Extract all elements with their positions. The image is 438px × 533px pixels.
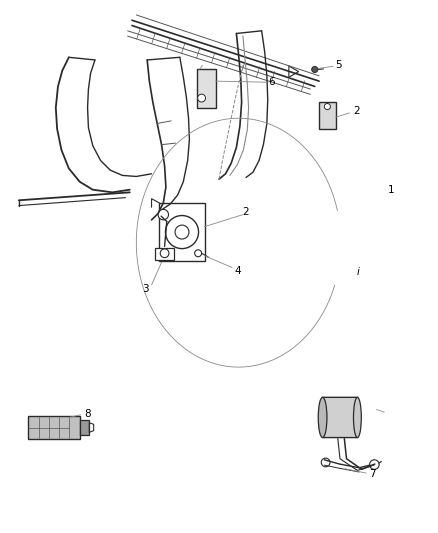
Circle shape [321,458,330,467]
Text: 5: 5 [336,60,342,70]
Circle shape [370,460,379,470]
Bar [197,69,215,108]
FancyBboxPatch shape [322,397,357,438]
Circle shape [175,225,189,239]
Circle shape [312,67,318,72]
Circle shape [198,94,205,102]
Ellipse shape [318,397,327,438]
Text: 2: 2 [242,207,248,217]
Text: 3: 3 [142,284,148,294]
Ellipse shape [353,397,361,438]
Bar [80,419,89,435]
Circle shape [158,209,169,220]
Circle shape [194,250,201,257]
Bar [319,102,336,129]
Text: 2: 2 [353,106,360,116]
Bar [159,203,205,261]
Circle shape [166,215,198,248]
Text: 8: 8 [84,409,91,419]
Bar [28,416,80,439]
Text: 1: 1 [388,185,394,195]
Text: 4: 4 [234,266,240,276]
Text: i: i [357,267,360,277]
Bar [155,248,174,260]
Text: 7: 7 [369,469,375,479]
Circle shape [324,103,330,110]
Circle shape [160,249,169,257]
Text: 6: 6 [268,77,275,87]
